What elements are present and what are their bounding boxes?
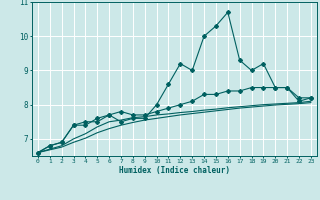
X-axis label: Humidex (Indice chaleur): Humidex (Indice chaleur)	[119, 166, 230, 175]
